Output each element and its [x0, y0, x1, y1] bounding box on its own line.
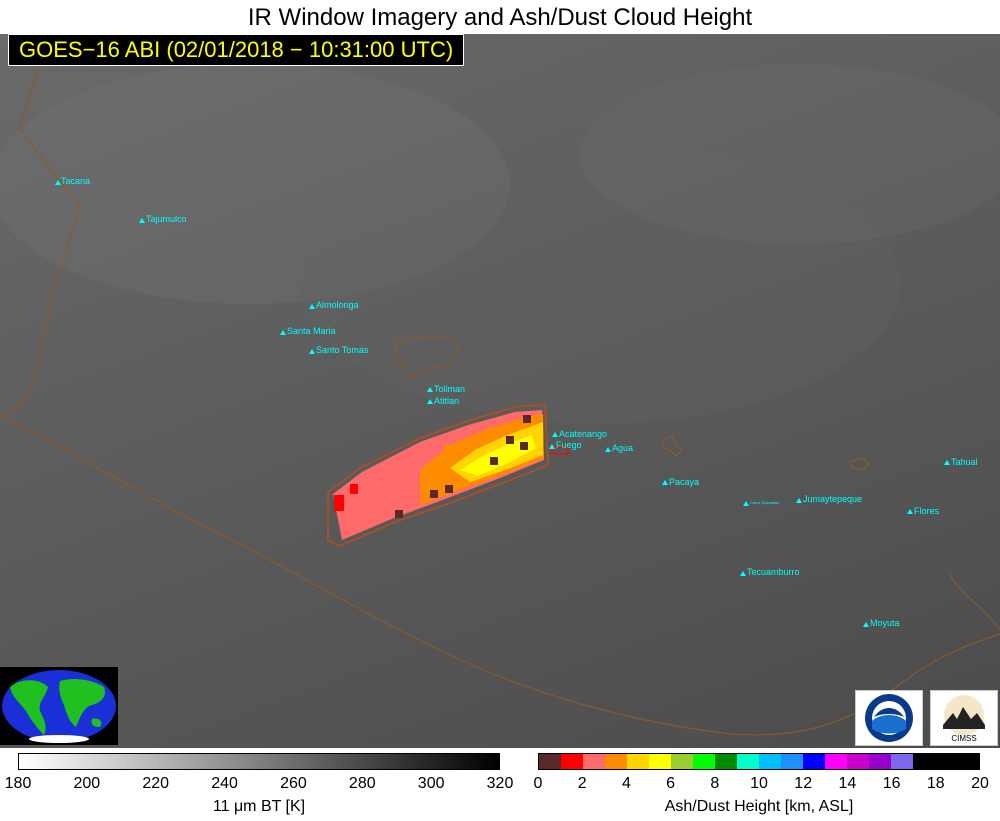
- ash-tick-label: 14: [838, 775, 857, 792]
- ash-color-segment: [759, 754, 781, 769]
- border-mexico: [0, 34, 81, 417]
- ash-color-segment: [935, 754, 957, 769]
- map-layer: [0, 34, 1000, 736]
- ash-color-segment: [869, 754, 891, 769]
- volcano-label-acatenango: Acatenango: [559, 429, 608, 439]
- volcano-label-jumaytepeque: Jumaytepeque: [803, 494, 863, 504]
- ash-color-segment: [957, 754, 979, 769]
- ash-color-segment: [605, 754, 627, 769]
- volcano-label-tecuamburro: Tecuamburro: [747, 567, 800, 577]
- bt-colorbar-label: 11 μm BT [K]: [212, 798, 306, 815]
- noaa-emblem: [865, 694, 913, 742]
- ash-colorbar-label: Ash/Dust Height [km, ASL]: [664, 798, 854, 815]
- volcano-label-toliman: Toliman: [434, 384, 466, 394]
- volcano-label-santa-maria: Santa Maria: [287, 326, 336, 336]
- bt-tick-label: 220: [142, 775, 170, 792]
- ash-tick-label: 6: [666, 775, 676, 792]
- ash-height-colorbar: [538, 753, 980, 770]
- ash-color-segment: [583, 754, 605, 769]
- ash-tick-label: 8: [710, 775, 720, 792]
- ash-tick-label: 4: [621, 775, 631, 792]
- volcano-label-cerro-quemado: Cerro Quemado: [750, 500, 779, 505]
- ash-color-segment: [671, 754, 693, 769]
- volcano-label-almolonga: Almolonga: [316, 300, 359, 310]
- ash-tick-label: 0: [533, 775, 543, 792]
- lake-amatitlan: [661, 435, 683, 457]
- ash-color-segment: [627, 754, 649, 769]
- cimss-logo: CIMSS: [930, 690, 998, 746]
- volcano-label-fuego: Fuego: [556, 440, 582, 450]
- ash-tick-label: 10: [750, 775, 768, 792]
- bt-tick-label: 320: [486, 775, 514, 792]
- ash-color-segment: [891, 754, 913, 769]
- ash-plume: [327, 403, 569, 548]
- volcano-label-tacana: Tacana: [61, 176, 91, 186]
- volcano-label-santo-tomas: Santo Tomas: [316, 345, 369, 355]
- ash-tick-label: 18: [926, 775, 945, 792]
- cimss-emblem: CIMSS: [943, 695, 985, 743]
- volcano-label-pacaya: Pacaya: [669, 477, 700, 487]
- ash-color-segment: [693, 754, 715, 769]
- satellite-timestamp: GOES−16 ABI (02/01/2018 − 10:31:00 UTC): [8, 34, 465, 66]
- image-title: IR Window Imagery and Ash/Dust Cloud Hei…: [247, 4, 753, 31]
- lake-east: [849, 457, 871, 471]
- bt-tick-label: 260: [280, 775, 307, 792]
- ash-color-segment: [649, 754, 671, 769]
- volcano-label-moyuta: Moyuta: [870, 618, 900, 628]
- bt-tick-label: 180: [4, 775, 32, 792]
- volcano-label-tahual: Tahual: [951, 457, 978, 467]
- border-east: [949, 573, 1000, 630]
- ash-color-segment: [825, 754, 847, 769]
- globe-inset: [0, 667, 118, 745]
- bt-colorbar: [18, 753, 500, 770]
- ash-tick-label: 2: [577, 775, 587, 792]
- lake-atitlan: [394, 335, 459, 381]
- cimss-text: CIMSS: [951, 734, 976, 743]
- ash-tick-label: 16: [882, 775, 901, 792]
- ash-color-segment: [539, 754, 561, 769]
- ash-color-segment: [803, 754, 825, 769]
- satellite-map: [0, 34, 1000, 748]
- bt-tick-label: 240: [211, 775, 238, 792]
- bt-tick-label: 200: [73, 775, 101, 792]
- volcano-label-flores: Flores: [914, 506, 940, 516]
- volcano-label-agua: Agua: [612, 443, 634, 453]
- ash-tick-label: 20: [971, 775, 989, 792]
- ash-color-segment: [781, 754, 803, 769]
- ash-color-segment: [737, 754, 759, 769]
- volcano-label-atitlan: Atitlan: [434, 396, 460, 406]
- ash-color-segment: [715, 754, 737, 769]
- bt-tick-label: 300: [417, 775, 445, 792]
- ash-color-segment: [913, 754, 935, 769]
- ash-color-segment: [561, 754, 583, 769]
- ash-tick-label: 12: [794, 775, 813, 792]
- volcano-markers: [55, 180, 950, 627]
- ash-color-segment: [847, 754, 869, 769]
- volcano-label-tajumulco: Tajumulco: [146, 214, 187, 224]
- coastline: [0, 415, 1000, 736]
- bt-tick-label: 280: [348, 775, 376, 792]
- noaa-logo: [855, 690, 923, 746]
